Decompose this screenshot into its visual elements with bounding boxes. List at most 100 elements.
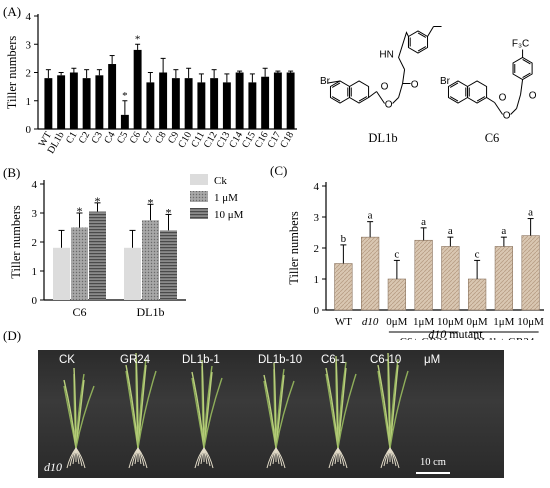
c6-bromine-atom: Br xyxy=(440,76,451,87)
dl1b-indole-benzene-double-bond xyxy=(417,32,427,38)
scale-bar-label: 10 cm xyxy=(420,457,446,468)
c6-structure-name: C6 xyxy=(485,131,500,145)
a-y-tick-label: 3 xyxy=(26,39,32,51)
photo-label-c6-10: C6-10 xyxy=(370,354,402,366)
bond xyxy=(510,108,517,115)
dl1b-gr24-label: DL1b+ GR24 xyxy=(473,336,534,340)
b-y-tick-label: 3 xyxy=(32,208,38,220)
b-legend-swatch xyxy=(190,174,208,185)
a-bar xyxy=(184,78,193,129)
seedling xyxy=(191,359,223,469)
seedling xyxy=(63,367,95,469)
a-bar xyxy=(120,114,129,129)
c6-ketone-oxygen: O xyxy=(529,91,537,102)
a-bar xyxy=(108,64,117,129)
a-bar xyxy=(82,78,91,129)
dl1b-pyrrole-ring xyxy=(398,31,409,70)
a-significance-mark: * xyxy=(135,33,141,45)
b-legend-swatch xyxy=(190,191,208,202)
c-y-tick-label: 4 xyxy=(314,181,320,193)
bond xyxy=(376,91,385,104)
b-significance-mark: * xyxy=(166,205,172,219)
c-bar xyxy=(360,236,380,311)
c-letter-mark: a xyxy=(368,210,373,222)
c-y-tick-label: 0 xyxy=(314,305,320,317)
c6-trifluoromethyl-group: F₃C xyxy=(512,39,529,50)
a-bar xyxy=(286,72,295,129)
rice-seedlings-photo: CK GR24 DL1b-1 DL1b-10 C6-1 C6-10 μM d10… xyxy=(38,350,504,478)
b-bar xyxy=(71,227,88,300)
panel-d-label: (D) xyxy=(3,328,22,343)
b-y-tick-label: 4 xyxy=(32,179,38,191)
photo-label-ck: CK xyxy=(59,354,75,366)
a-bar xyxy=(146,82,155,129)
dl1b-naphthalene-ring-left-double-bond xyxy=(331,96,341,102)
seedling-illustration xyxy=(63,352,409,469)
b-y-tick-label: 2 xyxy=(32,237,38,249)
a-category-label: C5 xyxy=(115,130,130,146)
a-y-tick-label: 1 xyxy=(26,96,32,108)
b-legend-label: 1 μM xyxy=(214,192,238,204)
c-category-label: d10 xyxy=(362,316,379,328)
c-y-tick-label: 3 xyxy=(314,212,320,224)
a-bar xyxy=(197,82,206,129)
c-letter-mark: a xyxy=(448,225,453,237)
bond xyxy=(368,91,377,98)
c-letter-mark: a xyxy=(528,207,533,219)
a-bar xyxy=(133,49,142,129)
b-legend-swatch xyxy=(190,208,208,219)
a-bar xyxy=(69,72,78,129)
c-letter-mark: c xyxy=(475,248,480,260)
b-bar xyxy=(53,247,70,300)
panel-c-label: (C) xyxy=(270,163,288,178)
c-bar xyxy=(521,235,540,311)
b-legend-label: Ck xyxy=(214,175,227,187)
a-category-label: C8 xyxy=(153,130,168,146)
b-bar xyxy=(124,247,141,300)
c6-oxygen-atom: O xyxy=(499,93,507,104)
dl1b-nh-group: HN xyxy=(379,50,393,61)
b-bar xyxy=(142,220,159,300)
c-category-label: 10μM xyxy=(437,316,464,328)
c-letter-mark: b xyxy=(341,233,347,245)
a-bar xyxy=(57,75,66,129)
bond xyxy=(516,94,522,109)
a-bar xyxy=(222,82,231,129)
a-y-tick-label: 4 xyxy=(26,11,32,23)
panel-a-label: (A) xyxy=(3,4,22,19)
photo-label-unit: μM xyxy=(424,354,441,366)
bond xyxy=(494,102,503,115)
bond xyxy=(402,69,406,84)
c-bar xyxy=(334,263,353,311)
c-letter-mark: a xyxy=(421,216,426,228)
photo-label-dl1b-1: DL1b-1 xyxy=(182,354,220,366)
bond xyxy=(392,97,399,104)
b-bar xyxy=(160,230,177,300)
b-legend-label: 10 μM xyxy=(214,209,244,221)
b-y-tick-label: 0 xyxy=(32,295,38,307)
photo-genotype-label: d10 xyxy=(44,460,62,474)
b-y-axis-label: Tiller numbers xyxy=(9,205,23,279)
bond xyxy=(520,79,524,95)
bond xyxy=(486,97,495,103)
a-bar xyxy=(273,72,282,129)
b-significance-mark: * xyxy=(148,195,154,209)
a-category-label: C1 xyxy=(64,130,79,146)
b-y-tick-label: 1 xyxy=(32,266,38,278)
seedling xyxy=(263,362,295,469)
b-group-label: DL1b xyxy=(137,305,165,319)
a-bar xyxy=(248,82,257,129)
a-bar xyxy=(159,72,168,129)
c-category-label: WT xyxy=(335,316,352,328)
a-category-label: C6 xyxy=(128,130,143,146)
a-category-label: C3 xyxy=(90,130,105,146)
a-category-label: C4 xyxy=(102,130,117,146)
c-bar xyxy=(414,239,433,311)
seedling xyxy=(325,355,357,469)
a-significance-mark: * xyxy=(122,90,128,102)
a-bar xyxy=(171,78,180,129)
c6-phenyl-ring-double-bond xyxy=(522,72,531,78)
c-y-tick-label: 1 xyxy=(314,274,320,286)
